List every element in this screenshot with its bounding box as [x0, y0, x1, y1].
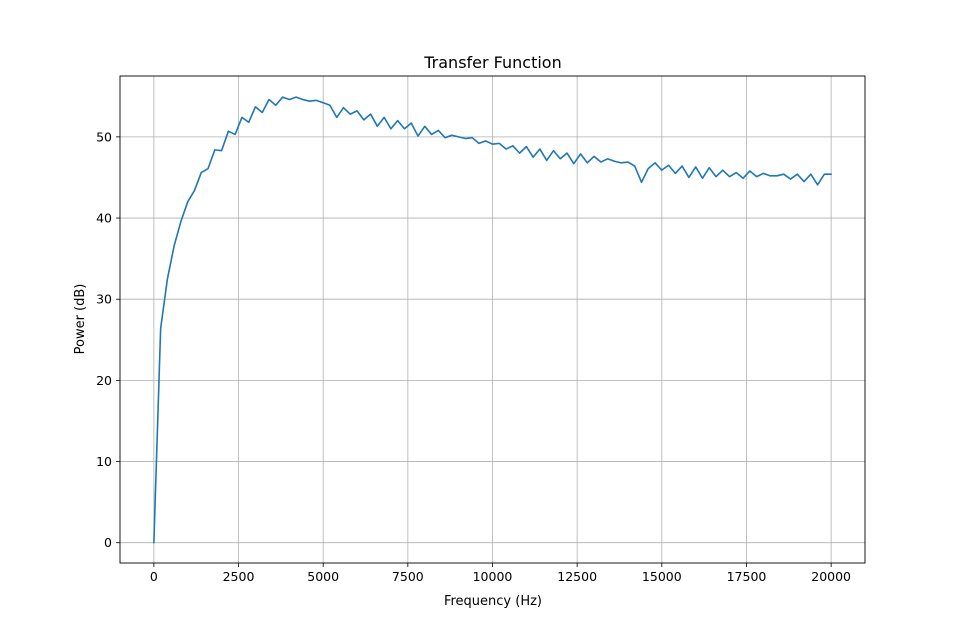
grid-lines	[120, 76, 865, 563]
series-layer	[153, 96, 832, 544]
y-tick-label: 10	[96, 454, 112, 469]
x-tick-label: 12500	[557, 569, 597, 584]
y-axis-ticks: 0 10 20 30 40 50	[96, 129, 120, 550]
x-tick-label: 17500	[727, 569, 767, 584]
y-tick-label: 30	[96, 292, 112, 307]
x-tick-label: 10000	[473, 569, 513, 584]
x-tick-label: 5000	[307, 569, 339, 584]
y-axis-label: Power (dB)	[73, 284, 88, 355]
x-tick-label: 15000	[642, 569, 682, 584]
y-tick-label: 20	[96, 373, 112, 388]
x-tick-label: 2500	[223, 569, 255, 584]
chart-title: Transfer Function	[423, 53, 561, 72]
y-tick-label: 40	[96, 211, 112, 226]
x-tick-label: 7500	[392, 569, 424, 584]
y-tick-label: 0	[104, 535, 112, 550]
x-tick-label: 0	[150, 569, 158, 584]
x-axis-label: Frequency (Hz)	[444, 594, 542, 609]
series-line	[153, 96, 832, 544]
x-axis-ticks: 0 2500 5000 7500 10000 12500 15000 17500 20000	[150, 563, 851, 584]
x-tick-label: 20000	[811, 569, 851, 584]
y-tick-label: 50	[96, 129, 112, 144]
